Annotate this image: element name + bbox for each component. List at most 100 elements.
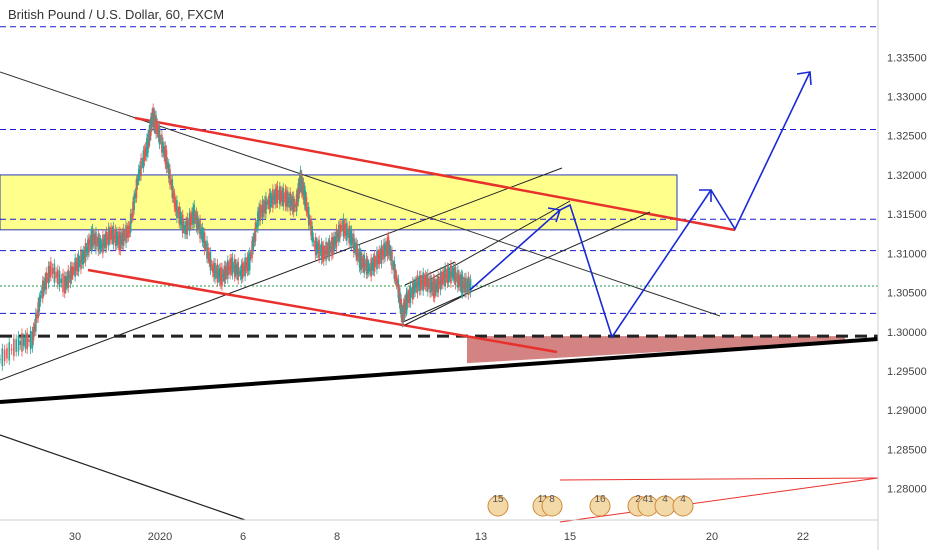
candle-body [332,237,334,254]
candle-body [139,165,141,177]
candle-body [435,283,437,292]
candle-body [185,221,187,235]
candle-body [402,302,405,322]
candle-body [254,222,257,242]
candle-body [409,285,412,304]
candle-body [417,280,420,287]
candle-body [164,146,167,165]
candle-body [289,192,292,211]
candle-body [22,338,25,347]
candle-body [203,232,206,251]
candle-body [438,281,441,285]
candle-body [60,278,63,284]
candle-body [192,207,194,225]
candle-body [187,222,190,226]
candle-body [210,264,213,267]
candle-body [15,339,17,352]
candle-body [324,250,326,255]
candle-body [279,186,281,205]
candle-body [416,274,419,294]
price-tick-label: 1.30000 [887,327,927,339]
candle-body [322,245,325,262]
candle-body [272,189,274,208]
candle-body [387,236,390,255]
candle-body [68,275,71,278]
candle-body [183,225,185,229]
candle-body [201,227,204,243]
candle-body [218,268,221,282]
candle-body [230,258,233,272]
candle-body [122,228,125,246]
candle-body [453,268,456,281]
candle-body [222,273,224,277]
candle-body [350,230,353,246]
candle-body [379,252,382,260]
candle-body [321,245,324,259]
candle-body [13,338,15,357]
price-tick-label: 1.31500 [887,209,927,221]
candle-body [248,252,251,271]
candle-body [223,265,226,283]
trendlines-layer [0,71,879,523]
candle-body [452,267,455,279]
candle-body [26,332,28,350]
ascending-trendline [0,167,563,381]
candle-body [32,327,35,341]
zones-layer [0,174,845,364]
candle-body [120,235,123,245]
candle-body [72,266,74,276]
candle-body [276,185,279,204]
chart-title: British Pound / U.S. Dollar, 60, FXCM [8,7,225,22]
candle-body [196,215,199,231]
candle-body [331,237,333,256]
red-resistance-line [134,116,736,232]
candle-body [189,215,192,225]
economic-event-count: 4 [662,494,668,505]
events-row: 15 11 8 16 2 41 4 4 [487,494,694,517]
candle-body [365,257,368,275]
candle-body [361,256,363,269]
candle-body [388,244,391,256]
candle-body [69,266,72,284]
candle-body [80,251,82,270]
candle-body [166,162,169,169]
spacer [560,478,878,480]
candle-body [410,292,413,294]
candle-body [413,283,415,295]
candle-body [128,226,131,234]
candle-body [260,209,263,213]
candle-body [275,187,278,204]
time-tick-label: 13 [475,531,487,543]
candle-body [74,258,76,277]
time-tick-label: 8 [334,531,340,543]
candle-body [349,230,352,242]
candle-body [220,267,222,285]
candle-body [188,212,191,232]
candle-body [3,349,6,362]
candle-body [420,275,422,291]
candle-body [294,203,296,207]
candle-body [106,236,109,241]
candle-body [307,206,310,226]
candle-body [447,267,450,283]
candle-body [280,190,282,202]
candle-body [226,260,229,279]
projection-arrows [469,71,812,339]
price-tick-label: 1.29000 [887,405,927,417]
candle-body [424,274,427,287]
candle-body [92,233,95,245]
candle-body [8,342,11,361]
candle-body [381,250,384,256]
candle-body [309,219,311,225]
candle-body [263,200,266,214]
candle-body [267,200,270,205]
candle-body [0,359,1,361]
candle-body [134,192,137,199]
candle-body [94,234,96,246]
candle-body [6,348,8,359]
candle-body [390,249,392,261]
candle-body [433,279,436,298]
candle-body [24,334,27,349]
candle-body [21,333,23,352]
